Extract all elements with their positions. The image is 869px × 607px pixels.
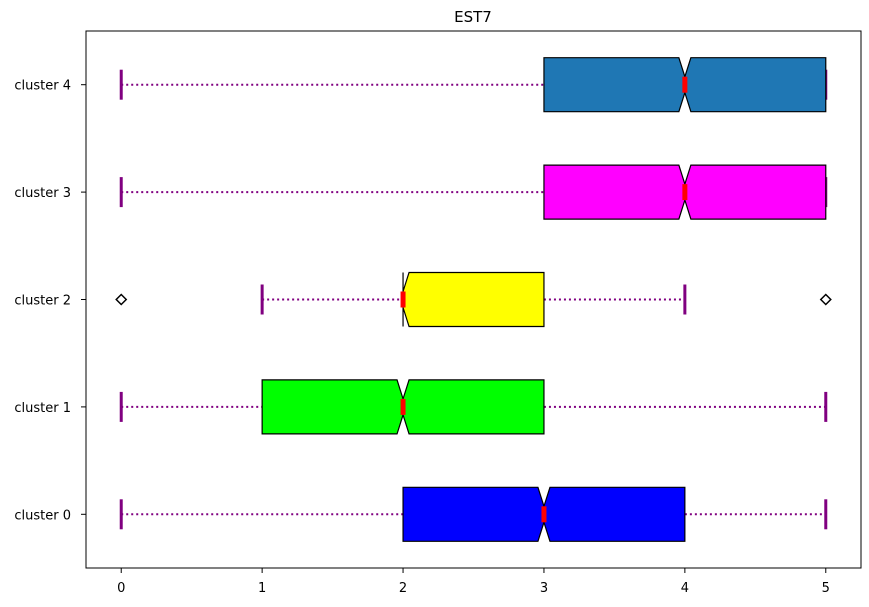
box (402, 271, 545, 328)
box-group-cluster-4 (119, 57, 828, 113)
chart-marks (115, 57, 832, 542)
y-tick-label: cluster 2 (14, 294, 71, 309)
x-tick-label: 0 (117, 581, 125, 596)
flier-point (819, 293, 832, 306)
x-tick-label: 3 (540, 581, 548, 596)
box-group-cluster-0 (119, 486, 828, 542)
x-tick-label: 2 (399, 581, 407, 596)
box-group-cluster-2 (115, 271, 832, 328)
chart-title: EST7 (454, 8, 492, 26)
y-tick-label: cluster 1 (14, 401, 71, 416)
box-group-cluster-3 (119, 164, 828, 220)
x-tick-label: 1 (258, 581, 266, 596)
y-tick-label: cluster 4 (14, 79, 71, 94)
y-tick-label: cluster 0 (14, 508, 71, 523)
x-tick-label: 4 (681, 581, 689, 596)
y-tick-label: cluster 3 (14, 186, 71, 201)
flier-point (115, 293, 128, 306)
box-group-cluster-1 (119, 379, 828, 435)
axes: cluster 0 cluster 1 cluster 2 cluster 3 clus… (14, 79, 830, 596)
x-tick-label: 5 (822, 581, 830, 596)
